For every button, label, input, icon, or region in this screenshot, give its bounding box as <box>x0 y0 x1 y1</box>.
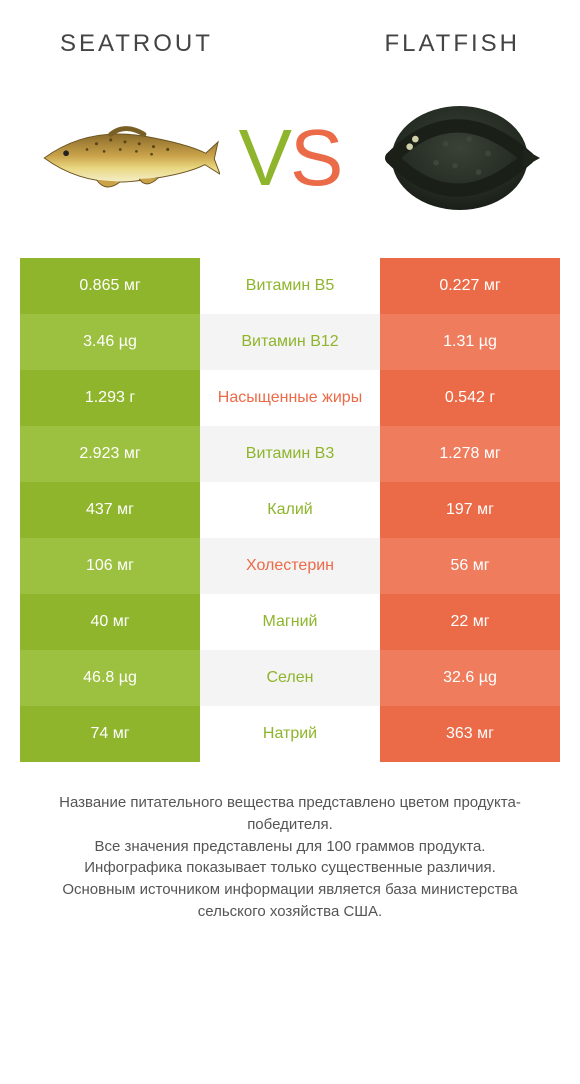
right-value: 363 мг <box>380 706 560 762</box>
right-value: 22 мг <box>380 594 560 650</box>
header: Seatrout Flatfish <box>0 0 580 68</box>
right-value: 1.278 мг <box>380 426 560 482</box>
right-value: 0.227 мг <box>380 258 560 314</box>
nutrient-label: Насыщенные жиры <box>200 370 380 426</box>
right-value: 0.542 г <box>380 370 560 426</box>
left-value: 437 мг <box>20 482 200 538</box>
left-product-title: Seatrout <box>60 30 213 58</box>
right-value: 32.6 µg <box>380 650 560 706</box>
nutrient-label: Холестерин <box>200 538 380 594</box>
footer-line: Основным источником информации является … <box>30 879 550 923</box>
left-value: 1.293 г <box>20 370 200 426</box>
hero: VS <box>0 68 580 248</box>
table-row: 40 мгМагний22 мг <box>20 594 560 650</box>
table-row: 74 мгНатрий363 мг <box>20 706 560 762</box>
nutrient-label: Витамин B12 <box>200 314 380 370</box>
seatrout-image <box>30 98 220 218</box>
footer-line: Название питательного вещества представл… <box>30 792 550 836</box>
right-value: 197 мг <box>380 482 560 538</box>
nutrient-label: Калий <box>200 482 380 538</box>
right-value: 1.31 µg <box>380 314 560 370</box>
left-value: 106 мг <box>20 538 200 594</box>
left-value: 40 мг <box>20 594 200 650</box>
footer-line: Все значения представлены для 100 граммо… <box>30 836 550 858</box>
left-value: 0.865 мг <box>20 258 200 314</box>
footer-notes: Название питательного вещества представл… <box>0 792 580 923</box>
table-row: 3.46 µgВитамин B121.31 µg <box>20 314 560 370</box>
vs-v: V <box>239 113 290 202</box>
table-row: 437 мгКалий197 мг <box>20 482 560 538</box>
left-value: 3.46 µg <box>20 314 200 370</box>
table-row: 106 мгХолестерин56 мг <box>20 538 560 594</box>
right-product-title: Flatfish <box>384 30 520 58</box>
nutrient-label: Селен <box>200 650 380 706</box>
nutrient-label: Витамин B5 <box>200 258 380 314</box>
left-value: 2.923 мг <box>20 426 200 482</box>
table-row: 0.865 мгВитамин B50.227 мг <box>20 258 560 314</box>
footer-line: Инфографика показывает только существенн… <box>30 857 550 879</box>
right-value: 56 мг <box>380 538 560 594</box>
nutrient-label: Витамин B3 <box>200 426 380 482</box>
table-row: 1.293 гНасыщенные жиры0.542 г <box>20 370 560 426</box>
comparison-table: 0.865 мгВитамин B50.227 мг3.46 µgВитамин… <box>20 258 560 762</box>
nutrient-label: Натрий <box>200 706 380 762</box>
left-value: 74 мг <box>20 706 200 762</box>
table-row: 2.923 мгВитамин B31.278 мг <box>20 426 560 482</box>
vs-label: VS <box>239 112 342 204</box>
flatfish-image <box>360 98 550 218</box>
nutrient-label: Магний <box>200 594 380 650</box>
vs-s: S <box>290 113 341 202</box>
table-row: 46.8 µgСелен32.6 µg <box>20 650 560 706</box>
left-value: 46.8 µg <box>20 650 200 706</box>
